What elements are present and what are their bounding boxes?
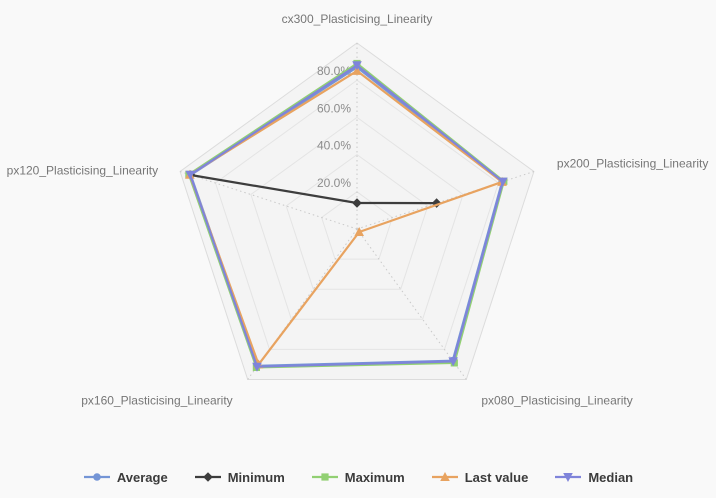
grid-ring-outer bbox=[179, 42, 535, 380]
tick-label-20: 20.0% bbox=[317, 176, 351, 190]
grid-ring-80 bbox=[214, 79, 500, 350]
median-legend-marker-icon bbox=[555, 473, 582, 482]
axis-label-4: px120_Plasticising_Linearity bbox=[7, 164, 158, 178]
legend-label-last-value: Last value bbox=[464, 469, 529, 485]
grid-ring-60 bbox=[250, 116, 464, 320]
tick-label-40: 40.0% bbox=[317, 139, 351, 153]
legend-label-median: Median bbox=[588, 469, 634, 485]
axis-label-1: px200_Plasticising_Linearity bbox=[557, 157, 708, 171]
series-median bbox=[185, 61, 508, 372]
average-legend-marker-icon bbox=[83, 473, 110, 481]
series-line-minimum bbox=[189, 173, 438, 205]
legend-item-minimum[interactable]: Minimum bbox=[194, 470, 285, 485]
data-point-median-4[interactable] bbox=[185, 170, 195, 180]
grid-ring-40 bbox=[285, 153, 429, 290]
legend-item-average[interactable]: Average bbox=[83, 470, 168, 485]
minimum-legend-marker-icon bbox=[194, 472, 221, 482]
tick-label-60: 60.0% bbox=[317, 101, 351, 115]
data-point-median-0[interactable] bbox=[352, 61, 362, 71]
axis-label-0: cx300_Plasticising_Linearity bbox=[282, 12, 433, 26]
radar-plot-canvas[interactable]: 20.0%40.0%60.0%80.0%cx300_Plasticising_L… bbox=[0, 0, 716, 456]
series-line-median bbox=[189, 64, 504, 368]
data-point-last-value-2[interactable] bbox=[354, 227, 364, 236]
series-line-last-value bbox=[188, 69, 504, 366]
legend-label-minimum: Minimum bbox=[227, 469, 285, 485]
legend: Average Minimum Maximum Last value Median bbox=[0, 456, 716, 498]
axis-label-2: px080_Plasticising_Linearity bbox=[481, 393, 632, 407]
legend-item-maximum[interactable]: Maximum bbox=[311, 470, 405, 485]
axis-label-3: px160_Plasticising_Linearity bbox=[81, 393, 232, 407]
legend-label-maximum: Maximum bbox=[344, 469, 405, 485]
grid-ring-20 bbox=[321, 191, 393, 260]
series-line-maximum bbox=[187, 62, 505, 369]
legend-item-median[interactable]: Median bbox=[554, 470, 633, 485]
data-point-median-3[interactable] bbox=[252, 362, 262, 372]
data-point-median-2[interactable] bbox=[448, 357, 458, 367]
legend-label-average: Average bbox=[116, 469, 168, 485]
last-value-legend-marker-icon bbox=[431, 472, 458, 481]
data-point-last-value-0[interactable] bbox=[352, 65, 362, 75]
maximum-legend-marker-icon bbox=[311, 473, 338, 481]
data-point-median-1[interactable] bbox=[498, 177, 508, 187]
data-point-minimum-0[interactable] bbox=[352, 198, 362, 208]
legend-item-last-value[interactable]: Last value bbox=[431, 469, 529, 485]
